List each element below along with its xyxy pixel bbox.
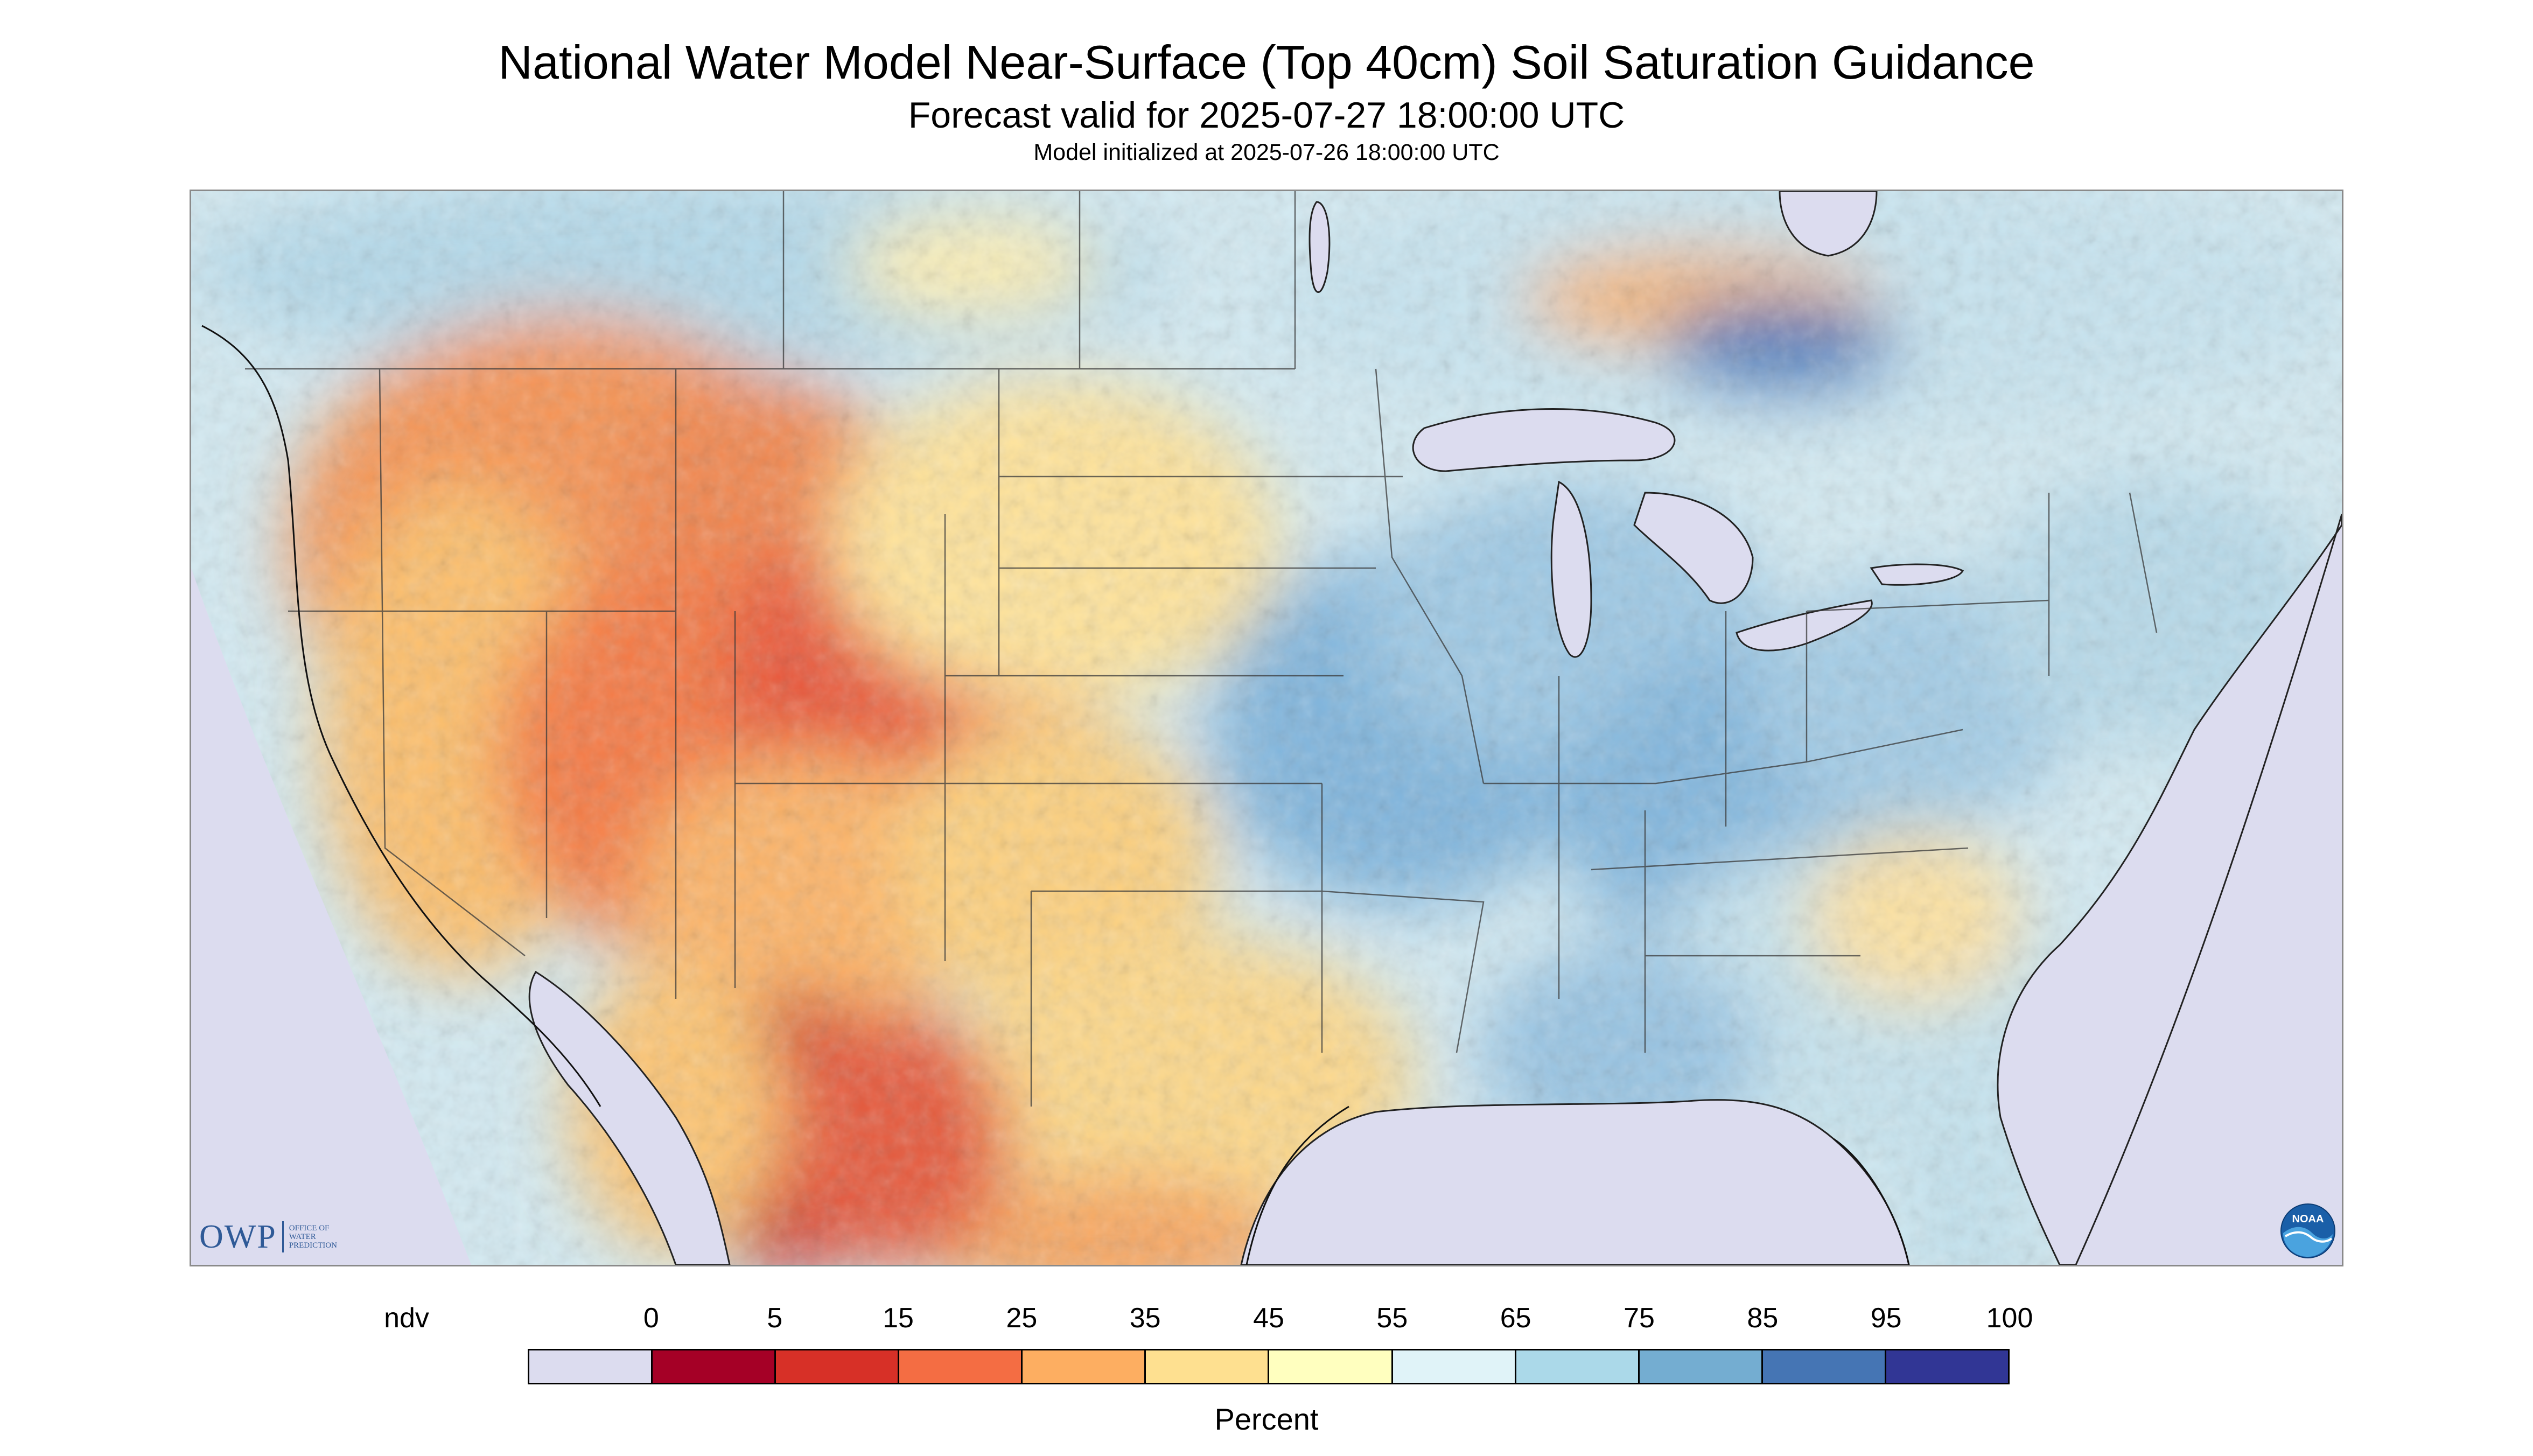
legend-swatch — [529, 1350, 653, 1383]
legend-swatch — [653, 1350, 776, 1383]
map-canvas — [191, 191, 2342, 1265]
noaa-logo: NOAA — [2280, 1203, 2335, 1258]
legend-swatch — [1146, 1350, 1270, 1383]
owp-logo-divider — [282, 1221, 284, 1252]
legend-tick-label: 5 — [767, 1303, 783, 1334]
legend-tick-labels: ndv 0 5 15 25 35 45 55 65 75 85 95 100 — [0, 1302, 2533, 1340]
legend-tick-label: 65 — [1500, 1303, 1531, 1334]
legend-swatch — [1762, 1350, 1886, 1383]
legend-swatch — [1023, 1350, 1146, 1383]
legend-tick-label: 55 — [1376, 1303, 1408, 1334]
map-title: National Water Model Near-Surface (Top 4… — [498, 36, 2035, 89]
legend-swatch — [1269, 1350, 1393, 1383]
water-bodies — [528, 191, 2342, 1265]
noaa-logo-text: NOAA — [2292, 1213, 2324, 1225]
coastlines — [201, 325, 1910, 1265]
legend-swatch — [776, 1350, 900, 1383]
legend-tick-label: 35 — [1129, 1303, 1161, 1334]
model-init-time: Model initialized at 2025-07-26 18:00:00… — [1033, 139, 1500, 165]
owp-logo-text: OWP — [199, 1218, 277, 1255]
legend-tick-label: 95 — [1870, 1303, 1902, 1334]
forecast-valid-time: Forecast valid for 2025-07-27 18:00:00 U… — [908, 95, 1625, 136]
legend-tick-label: 100 — [1986, 1303, 2033, 1334]
legend-tick-label: 25 — [1006, 1303, 1038, 1334]
legend-swatch — [899, 1350, 1023, 1383]
owp-logo-subtext: OFFICE OF WATER PREDICTION — [289, 1224, 337, 1250]
legend-tick-label: 0 — [643, 1303, 659, 1334]
legend-unit-label: Percent — [1214, 1402, 1319, 1436]
legend-tick-label: 75 — [1624, 1303, 1655, 1334]
legend-swatch — [1886, 1350, 2008, 1383]
legend-tick-label: ndv — [384, 1303, 429, 1334]
legend-tick-label: 85 — [1747, 1303, 1779, 1334]
state-boundaries — [245, 191, 2158, 1107]
legend-tick-label: 15 — [883, 1303, 914, 1334]
legend-swatch — [1516, 1350, 1640, 1383]
soil-saturation-field — [191, 191, 2342, 1265]
soil-saturation-map[interactable] — [190, 190, 2343, 1266]
legend-swatch — [1393, 1350, 1516, 1383]
legend-colorbar — [528, 1349, 2010, 1384]
owp-logo: OWP OFFICE OF WATER PREDICTION — [199, 1218, 337, 1256]
legend-tick-label: 45 — [1253, 1303, 1284, 1334]
legend-swatch — [1639, 1350, 1763, 1383]
